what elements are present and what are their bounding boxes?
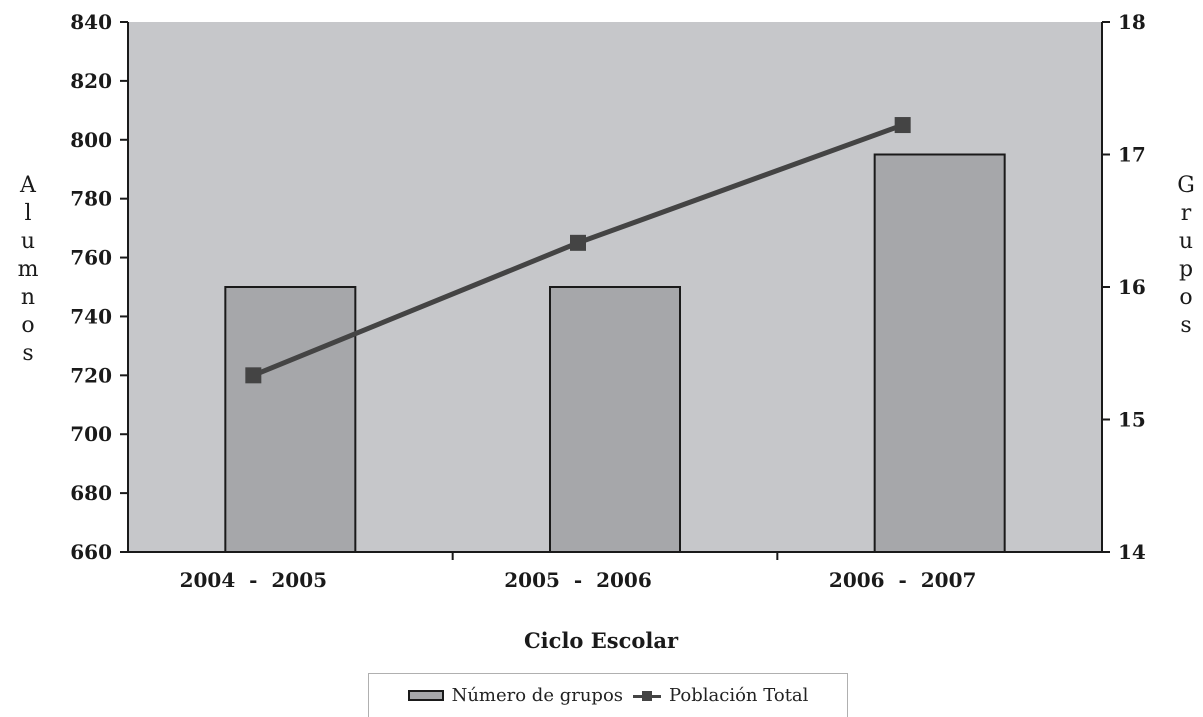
left-tick-label-2: 800 [70,128,112,152]
x-tick-label-1: 2005 - 2006 [504,568,651,592]
left-tick-label-3: 780 [70,187,112,211]
x-axis-title: Ciclo Escolar [524,628,679,653]
bar-0 [224,286,357,553]
right-tick-label-2: 16 [1118,275,1146,299]
bars-layer [224,153,1006,553]
right-axis-tick-labels: 18 17 16 15 14 [1118,10,1146,564]
left-tick-label-9: 660 [70,540,112,564]
right-axis-title-letter-4: o [1179,285,1192,310]
x-tick-label-2: 2006 - 2007 [829,568,976,592]
left-axis-title-letter-2: u [21,229,35,254]
x-tick-label-0: 2004 - 2005 [180,568,327,592]
left-tick-label-6: 720 [70,363,112,387]
left-axis-title-letter-3: m [18,257,39,282]
left-tick-label-1: 820 [70,69,112,93]
line-layer [245,117,911,384]
right-tick-label-0: 18 [1118,10,1146,34]
legend: Número de grupos Población Total [368,673,848,717]
legend-item-bars: Número de grupos [407,685,624,706]
line-marker-swatch-icon [633,690,662,702]
left-axis-title-letter-4: n [21,285,35,310]
left-axis-tick-labels: 840 820 800 780 760 740 720 700 680 660 [70,10,112,564]
left-tick-label-5: 740 [70,304,112,328]
left-tick-label-7: 700 [70,422,112,446]
axes-layer [120,21,1110,560]
line-marker-1 [570,234,586,251]
left-tick-label-8: 680 [70,481,112,505]
x-axis-tick-labels: 2004 - 2005 2005 - 2006 2006 - 2007 [180,568,977,592]
left-axis-title-letter-0: A [19,173,37,198]
right-tick-label-1: 17 [1118,143,1146,167]
line-marker-0 [245,367,262,384]
bar-1 [549,286,681,553]
line-marker-2 [894,117,911,134]
right-tick-label-4: 14 [1118,540,1146,564]
right-axis-title-letter-1: r [1181,201,1192,226]
left-tick-label-4: 760 [70,246,112,270]
right-axis-title-letter-3: p [1179,257,1193,282]
left-axis-title-letter-1: l [24,201,31,226]
right-axis-title-letter-2: u [1179,229,1193,254]
right-tick-label-3: 15 [1118,408,1146,432]
left-tick-label-0: 840 [70,10,112,34]
left-axis-title-letter-6: s [22,341,33,366]
left-axis-title-letter-5: o [21,313,34,338]
legend-label-line: Población Total [669,685,809,706]
bar-swatch-icon [407,690,444,701]
legend-label-bars: Número de grupos [451,685,624,706]
right-axis-title-letter-0: G [1177,173,1195,198]
right-axis-title-letter-5: s [1180,313,1191,338]
legend-item-line: Población Total [633,685,808,706]
bar-2 [873,153,1006,553]
